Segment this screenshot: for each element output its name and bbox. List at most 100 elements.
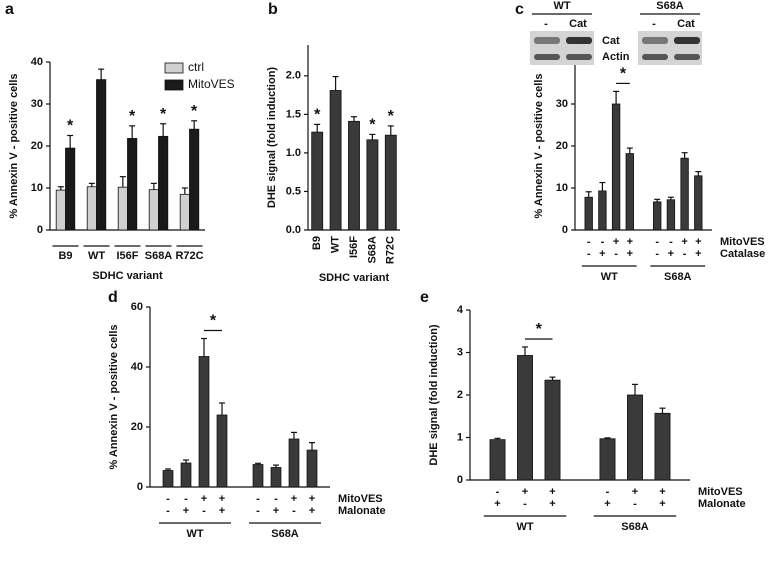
condition-label: -	[655, 248, 659, 260]
x-tick-label: I56F	[348, 236, 360, 258]
condition-label: +	[681, 236, 687, 248]
x-tick-label: B9	[311, 236, 323, 250]
y-tick-label: 3	[457, 346, 463, 358]
x-tick-label: R72C	[175, 250, 203, 262]
bar	[117, 186, 128, 231]
blot-band	[566, 54, 592, 60]
condition-label: -	[292, 505, 296, 517]
bar	[288, 438, 300, 488]
x-tick-label: S68A	[145, 250, 173, 262]
condition-label: -	[606, 486, 610, 498]
blot-group: WT	[553, 0, 570, 12]
bar	[216, 414, 228, 488]
y-axis-label: DHE signal (fold induction)	[266, 67, 278, 208]
y-tick-label: 0.5	[286, 185, 301, 197]
condition-label: -	[683, 248, 687, 260]
bar	[517, 355, 533, 481]
condition-label: -	[523, 498, 527, 510]
condition-label: +	[183, 505, 189, 517]
bar	[306, 449, 318, 488]
condition-label: +	[659, 486, 665, 498]
blot-band	[566, 37, 592, 44]
bar	[627, 394, 643, 481]
condition-label: +	[599, 248, 605, 260]
group-label: WT	[516, 521, 533, 533]
panel-label: c	[515, 1, 524, 18]
bar	[252, 464, 264, 488]
bar	[270, 467, 282, 488]
bar	[158, 135, 169, 231]
y-tick-label: 2	[457, 389, 463, 401]
significance: *	[388, 108, 395, 125]
condition-name: Malonate	[338, 505, 386, 517]
y-tick-label: 60	[131, 301, 143, 313]
bar	[654, 412, 671, 481]
blot-band	[642, 54, 668, 60]
condition-label: +	[549, 486, 555, 498]
bar	[384, 134, 397, 231]
panel-label: b	[268, 1, 278, 18]
bar	[96, 79, 107, 231]
bar	[86, 186, 97, 231]
condition-name: MitoVES	[698, 486, 743, 498]
bar	[680, 157, 689, 231]
condition-label: +	[219, 493, 225, 505]
bar	[544, 379, 561, 481]
bar	[180, 462, 192, 488]
blot-band-label: Actin	[602, 51, 630, 63]
bar	[148, 189, 159, 231]
significance: *	[191, 103, 198, 120]
panel-label: d	[108, 289, 118, 306]
condition-label: -	[256, 493, 260, 505]
blot-band	[674, 37, 700, 44]
condition-label: +	[668, 248, 674, 260]
condition-name: Malonate	[698, 498, 746, 510]
condition-label: -	[274, 493, 278, 505]
bar	[598, 190, 607, 231]
condition-label: +	[632, 486, 638, 498]
condition-label: +	[309, 505, 315, 517]
bar	[611, 103, 621, 231]
significance: *	[67, 118, 74, 135]
condition-label: -	[601, 236, 605, 248]
y-tick-label: 20	[31, 140, 43, 152]
group-label: WT	[601, 271, 618, 283]
condition-label: +	[522, 486, 528, 498]
condition-name: MitoVES	[720, 236, 765, 248]
y-tick-label: 0	[562, 224, 568, 236]
condition-label: +	[494, 498, 500, 510]
y-tick-label: 20	[556, 140, 568, 152]
y-tick-label: 30	[556, 98, 568, 110]
bar	[198, 356, 210, 488]
bar	[179, 193, 190, 231]
blot-band	[534, 37, 560, 44]
bar	[584, 196, 593, 231]
y-tick-label: 0	[137, 481, 143, 493]
x-tick-label: S68A	[366, 236, 378, 264]
condition-label: +	[604, 498, 610, 510]
condition-name: Catalase	[720, 248, 765, 260]
y-axis-label: % Annexin V - positive cells	[533, 73, 545, 218]
condition-label: -	[256, 505, 260, 517]
x-axis-label: SDHC variant	[319, 272, 390, 284]
significance: *	[369, 117, 376, 134]
group-label: S68A	[271, 528, 299, 540]
significance: *	[160, 106, 167, 123]
y-tick-label: 0	[37, 224, 43, 236]
condition-label: +	[627, 236, 633, 248]
y-tick-label: 10	[31, 182, 43, 194]
y-tick-label: 0.0	[286, 224, 301, 236]
condition-label: +	[627, 248, 633, 260]
group-label: S68A	[664, 271, 692, 283]
x-tick-label: WT	[330, 236, 342, 253]
legend-swatch	[164, 79, 184, 91]
bar	[366, 139, 379, 231]
condition-label: +	[309, 493, 315, 505]
condition-label: +	[613, 236, 619, 248]
condition-label: +	[695, 236, 701, 248]
condition-label: +	[219, 505, 225, 517]
panel-label: e	[420, 289, 429, 306]
significance: *	[620, 66, 627, 83]
bar	[348, 120, 360, 231]
